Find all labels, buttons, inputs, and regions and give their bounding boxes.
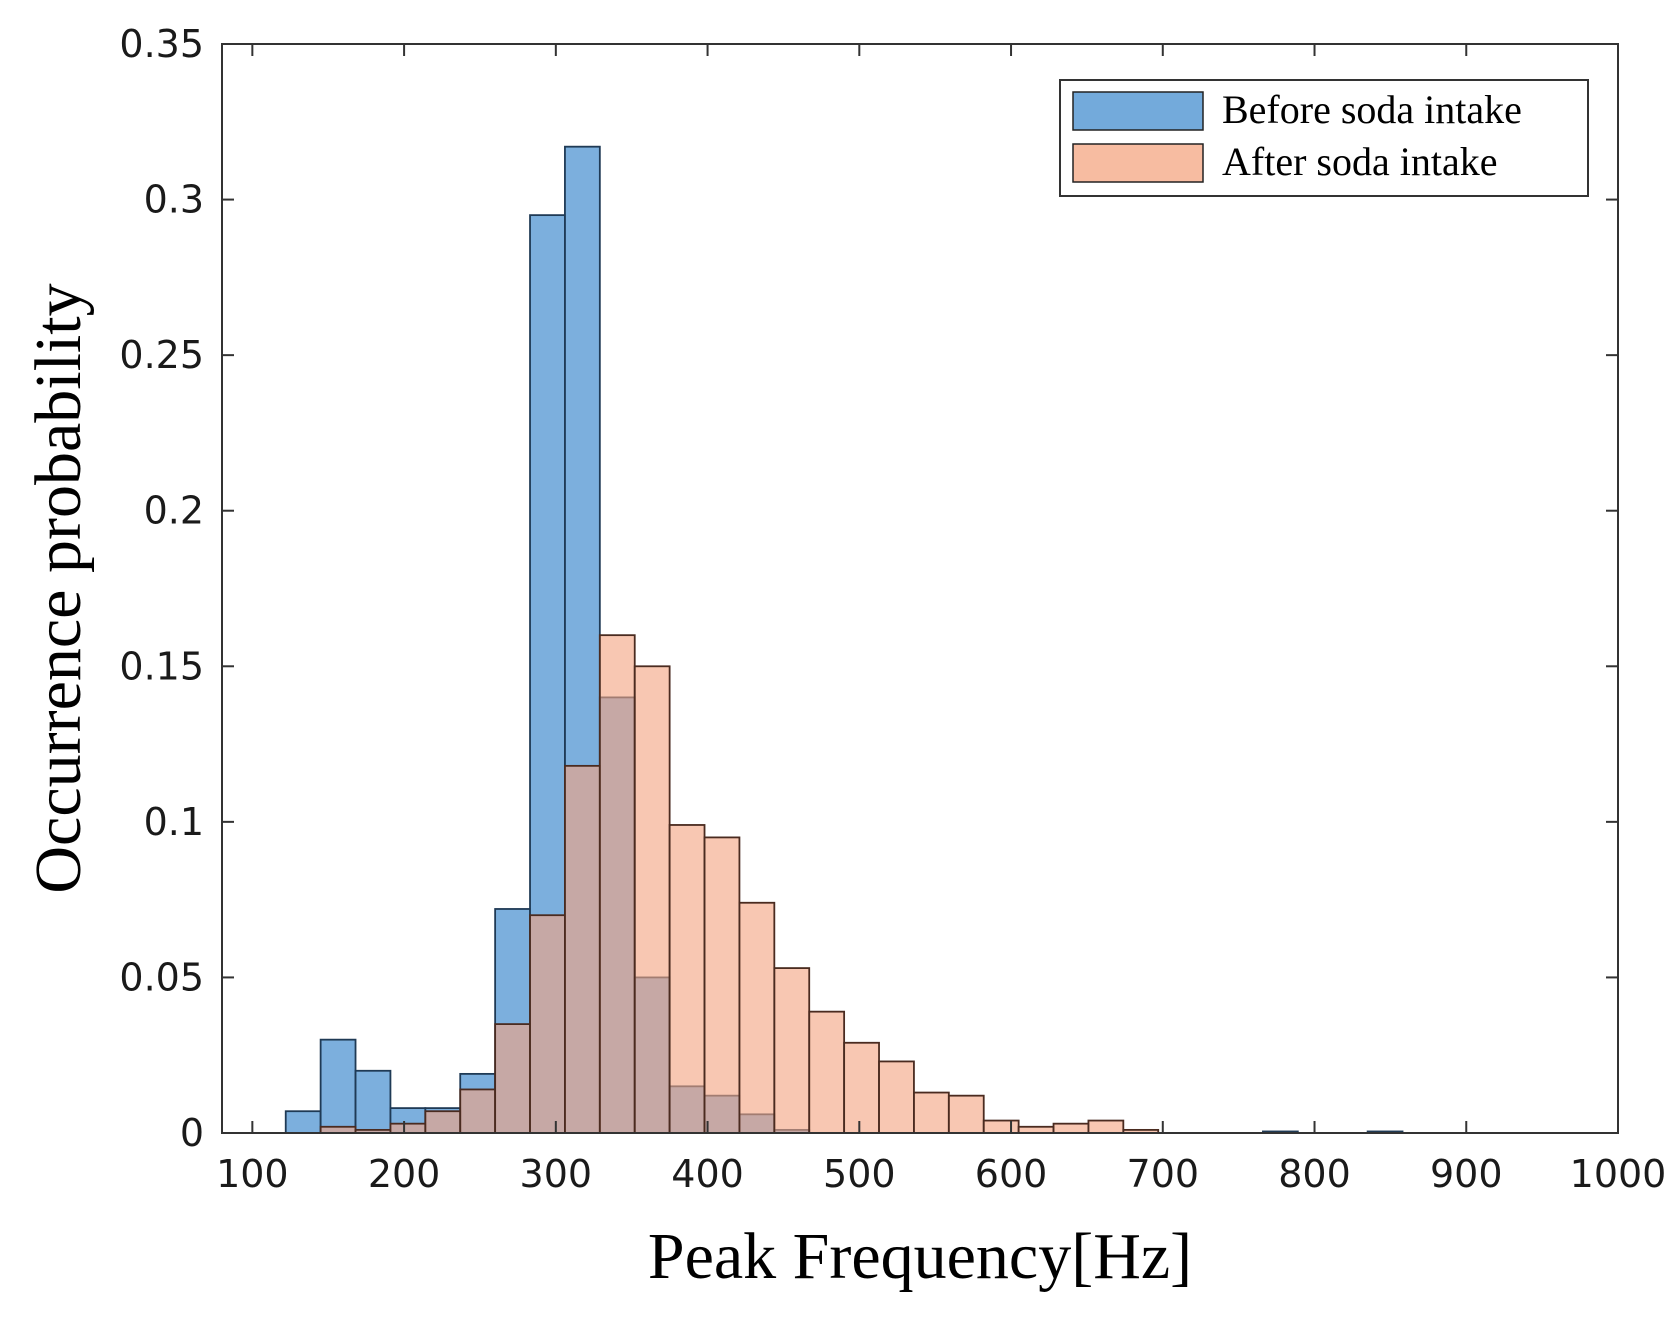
bar-after: [982, 1119, 1020, 1134]
bar-after: [564, 764, 601, 1134]
y-tick-label: 0.1: [144, 800, 204, 844]
y-axis-title: Occurrence probability: [22, 283, 95, 893]
bar-after: [1052, 1122, 1090, 1134]
bar-after: [529, 914, 566, 1134]
x-axis-title: Peak Frequency[Hz]: [648, 1220, 1192, 1293]
legend-swatch-after: [1072, 143, 1204, 183]
bar-after: [738, 901, 776, 1134]
y-tick-label: 0.3: [144, 178, 204, 222]
bar-after: [773, 967, 811, 1134]
y-tick-label: 0.35: [119, 22, 204, 66]
y-tick-label: 0.05: [119, 955, 204, 999]
x-tick-labels: 100 200 300 400 500 600 700 800 900 1000: [216, 1152, 1666, 1196]
bar-after: [703, 836, 741, 1134]
bar-before: [319, 1038, 357, 1134]
bar-after: [668, 824, 706, 1134]
bar-after: [913, 1091, 950, 1134]
bar-after: [947, 1094, 985, 1134]
bar-after: [598, 634, 636, 1134]
x-tick-label: 600: [975, 1152, 1048, 1196]
bar-after: [494, 1023, 531, 1134]
x-tick-label: 400: [671, 1152, 744, 1196]
legend-label-after: After soda intake: [1222, 139, 1497, 184]
legend-swatch-before: [1072, 91, 1204, 131]
x-tick-label: 200: [368, 1152, 441, 1196]
bar-after: [808, 1010, 846, 1134]
bar-after: [878, 1060, 915, 1134]
x-tick-label: 700: [1127, 1152, 1200, 1196]
y-tick-label: 0.2: [144, 489, 204, 533]
bar-after: [633, 665, 671, 1134]
x-tick-label: 1000: [1570, 1152, 1667, 1196]
bar-before: [284, 1110, 322, 1134]
y-tick-label: 0.15: [119, 644, 204, 688]
x-tick-label: 100: [216, 1152, 289, 1196]
y-tick-labels: 0 0.05 0.1 0.15 0.2 0.25 0.3 0.35: [119, 22, 204, 1155]
legend-label-before: Before soda intake: [1222, 87, 1522, 132]
axis-ticks: [222, 43, 1619, 1134]
x-tick-label: 800: [1278, 1152, 1351, 1196]
plot-area-frame: [221, 43, 1619, 1134]
y-tick-label: 0: [180, 1111, 204, 1155]
y-tick-label: 0.25: [119, 333, 204, 377]
series-after-bars: [319, 634, 1160, 1134]
bar-after: [424, 1110, 462, 1134]
bar-after: [389, 1122, 427, 1134]
bar-before: [354, 1069, 392, 1134]
bar-after: [843, 1041, 880, 1134]
x-tick-label: 500: [823, 1152, 896, 1196]
x-tick-label: 900: [1430, 1152, 1503, 1196]
bar-after: [459, 1088, 497, 1134]
x-tick-label: 300: [520, 1152, 593, 1196]
legend: Before soda intake After soda intake: [1059, 79, 1589, 197]
bar-after: [1087, 1119, 1125, 1134]
